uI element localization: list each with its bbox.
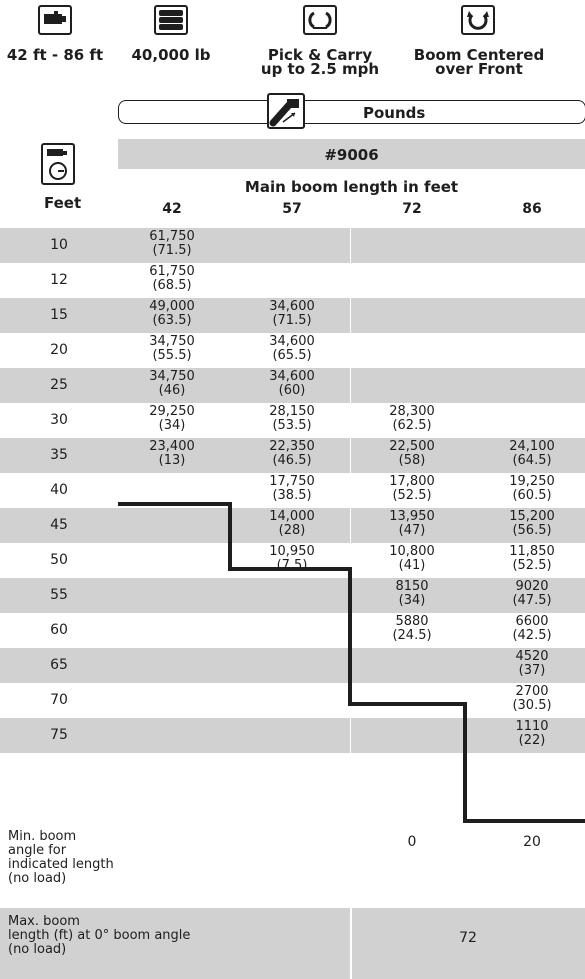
load-cell: 2700 (30.5) xyxy=(512,684,552,713)
load-cell: 28,300 (62.5) xyxy=(389,404,435,433)
pick-carry-icon xyxy=(303,5,337,35)
max-length-label: Max. boom length (ft) at 0° boom angle (… xyxy=(8,914,191,957)
load-cell: 34,600 (65.5) xyxy=(269,334,315,363)
table-row: 15 49,000 (63.5) 34,600 (71.5) xyxy=(0,298,585,333)
row-radius-label: 20 xyxy=(50,342,68,358)
table-row: 55 8150 (34) 9020 (47.5) xyxy=(0,578,585,613)
max-length-value: 72 xyxy=(459,930,477,946)
boom-length-header: Main boom length in feet xyxy=(244,178,459,196)
units-pill xyxy=(118,100,585,124)
boom-load-icon xyxy=(267,93,305,129)
row-radius-label: 25 xyxy=(50,377,68,393)
max-length-band xyxy=(0,908,585,979)
load-cell: 49,000 (63.5) xyxy=(149,299,195,328)
load-cell: 61,750 (68.5) xyxy=(149,264,195,293)
load-cell: 29,250 (34) xyxy=(149,404,195,433)
load-cell: 34,600 (71.5) xyxy=(269,299,315,328)
model-number: #9006 xyxy=(324,146,379,164)
load-cell: 22,500 (58) xyxy=(389,439,435,468)
col-header-42: 42 xyxy=(162,201,182,217)
load-cell: 1110 (22) xyxy=(515,719,549,748)
row-radius-label: 45 xyxy=(50,517,68,533)
rotation-icon xyxy=(461,5,495,35)
load-cell: 17,800 (52.5) xyxy=(389,474,435,503)
column-separator xyxy=(350,228,351,754)
radius-icon xyxy=(41,143,75,185)
row-radius-label: 50 xyxy=(50,552,68,568)
col-header-86: 86 xyxy=(522,201,542,217)
table-row: 75 1110 (22) xyxy=(0,718,585,753)
radius-header-label: Feet xyxy=(44,194,82,212)
table-row: 35 23,400 (13) 22,350 (46.5) 22,500 (58) 24,… xyxy=(0,438,585,473)
load-cell: 8150 (34) xyxy=(395,579,429,608)
row-radius-label: 30 xyxy=(50,412,68,428)
boom-length-label: 42 ft - 86 ft xyxy=(6,46,104,64)
model-band xyxy=(118,139,585,169)
load-cell: 34,600 (60) xyxy=(269,369,315,398)
load-cell: 6600 (42.5) xyxy=(512,614,552,643)
load-cell: 34,750 (55.5) xyxy=(149,334,195,363)
row-radius-label: 35 xyxy=(50,447,68,463)
boom-position-label-line1: Boom Centered xyxy=(413,46,545,64)
table-row: 65 4520 (37) xyxy=(0,648,585,683)
table-row: 10 61,750 (71.5) xyxy=(0,228,585,263)
row-radius-label: 65 xyxy=(50,657,68,673)
load-cell: 17,750 (38.5) xyxy=(269,474,315,503)
row-radius-label: 70 xyxy=(50,692,68,708)
row-radius-label: 15 xyxy=(50,307,68,323)
units-label: Pounds xyxy=(363,104,426,122)
table-row: 40 17,750 (38.5) 17,800 (52.5) 19,250 (60.5… xyxy=(0,473,585,508)
table-row: 60 5880 (24.5) 6600 (42.5) xyxy=(0,613,585,648)
load-cell: 34,750 (46) xyxy=(149,369,195,398)
boom-length-icon xyxy=(38,5,72,35)
load-capacity-icon xyxy=(154,5,188,35)
load-cell: 19,250 (60.5) xyxy=(509,474,555,503)
pick-carry-label-line1: Pick & Carry xyxy=(267,46,373,64)
table-row: 45 14,000 (28) 13,950 (47) 15,200 (56.5) xyxy=(0,508,585,543)
min-angle-value-86: 20 xyxy=(523,834,541,850)
table-row: 25 34,750 (46) 34,600 (60) xyxy=(0,368,585,403)
load-cell: 24,100 (64.5) xyxy=(509,439,555,468)
load-cell: 22,350 (46.5) xyxy=(269,439,315,468)
row-radius-label: 40 xyxy=(50,482,68,498)
table-row: 70 2700 (30.5) xyxy=(0,683,585,718)
load-cell: 11,850 (52.5) xyxy=(509,544,555,573)
row-radius-label: 60 xyxy=(50,622,68,638)
row-radius-label: 55 xyxy=(50,587,68,603)
row-radius-label: 75 xyxy=(50,727,68,743)
load-cell: 4520 (37) xyxy=(515,649,549,678)
load-cell: 9020 (47.5) xyxy=(512,579,552,608)
boom-position-label-line2: over Front xyxy=(435,60,523,78)
footer-separator xyxy=(0,906,585,908)
table-row: 12 61,750 (68.5) xyxy=(0,263,585,298)
pick-carry-label-line2: up to 2.5 mph xyxy=(260,60,380,78)
load-cell: 15,200 (56.5) xyxy=(509,509,555,538)
load-cell: 28,150 (53.5) xyxy=(269,404,315,433)
load-cell: 5880 (24.5) xyxy=(392,614,432,643)
load-cell: 13,950 (47) xyxy=(389,509,435,538)
load-cell: 14,000 (28) xyxy=(269,509,315,538)
load-cell: 61,750 (71.5) xyxy=(149,229,195,258)
load-cell: 10,800 (41) xyxy=(389,544,435,573)
load-cell: 23,400 (13) xyxy=(149,439,195,468)
max-length-divider xyxy=(350,908,352,979)
table-row: 20 34,750 (55.5) 34,600 (65.5) xyxy=(0,333,585,368)
row-radius-label: 12 xyxy=(50,272,68,288)
col-header-57: 57 xyxy=(282,201,302,217)
min-angle-value-72: 0 xyxy=(407,834,417,850)
table-row: 30 29,250 (34) 28,150 (53.5) 28,300 (62.5) xyxy=(0,403,585,438)
col-header-72: 72 xyxy=(402,201,422,217)
capacity-label: 40,000 lb xyxy=(131,46,211,64)
row-radius-label: 10 xyxy=(50,237,68,253)
min-angle-label: Min. boom angle for indicated length (no… xyxy=(8,829,114,886)
